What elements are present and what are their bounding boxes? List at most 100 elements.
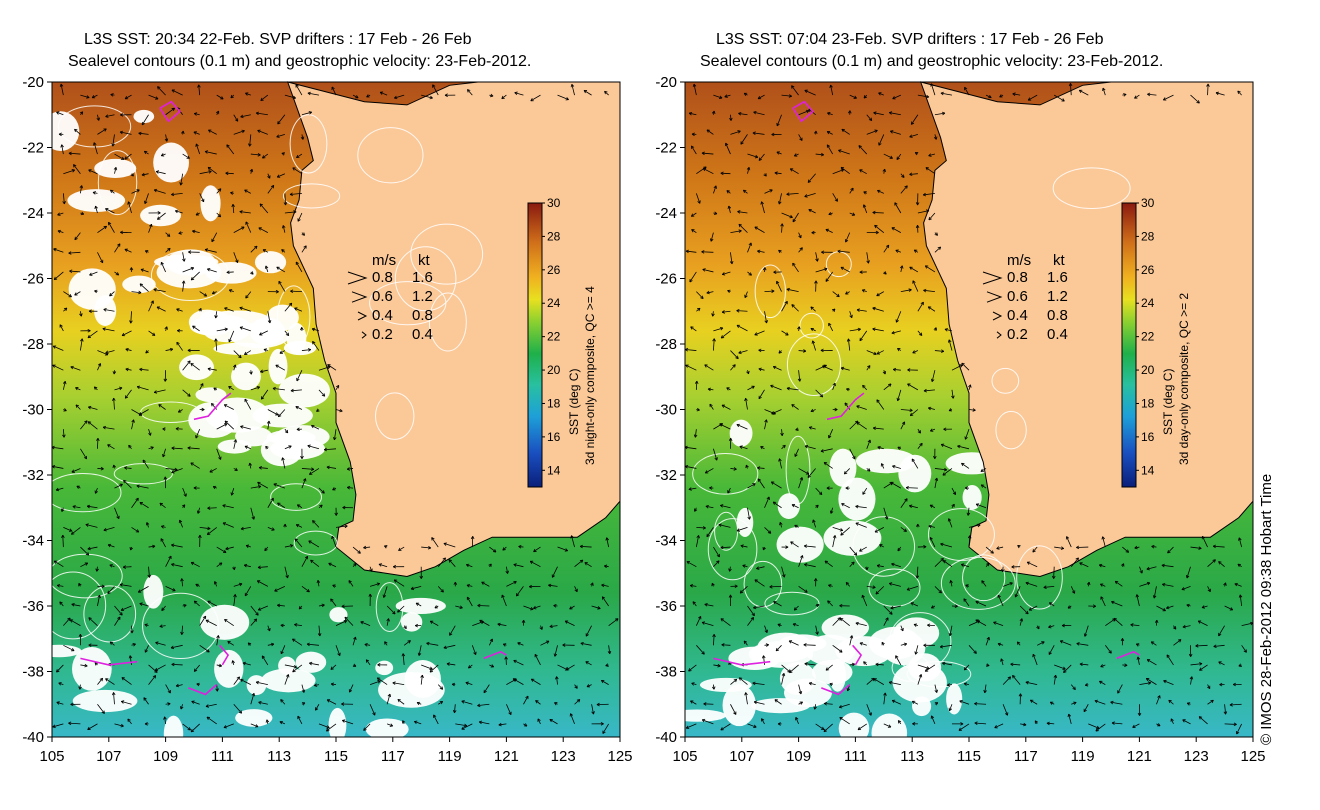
panel2-title-line2: Sealevel contours (0.1 m) and geostrophi…: [700, 53, 1164, 70]
lon-tick-label: 121: [1127, 748, 1152, 765]
lat-tick-label: -36: [655, 598, 677, 615]
panel1-title-line2: Sealevel contours (0.1 m) and geostrophi…: [68, 53, 532, 70]
lat-tick-label: -38: [655, 664, 677, 681]
lon-tick-label: 123: [1184, 748, 1209, 765]
lat-tick-label: -24: [655, 205, 677, 222]
panel2-drifter-tracks: [713, 100, 1140, 696]
panel2-colorbar: 14 16 18 20 22 24 26 28 30 SST (deg C) 3d day-only…: [1121, 196, 1191, 488]
panel2-lon-ticks: 105 107 109 111 113 115 117 119 121 123 125: [672, 737, 1266, 765]
lon-tick-label: 105: [39, 748, 64, 765]
legend-header-ms: m/s: [1007, 252, 1031, 269]
lon-tick-label: 121: [494, 748, 519, 765]
lat-tick-label: -34: [22, 533, 44, 550]
legend-ms-value: 0.6: [372, 288, 393, 305]
colorbar-tick-label: 14: [1141, 463, 1155, 477]
lon-tick-label: 119: [438, 748, 462, 765]
lon-tick-label: 111: [211, 748, 234, 765]
legend-kt-value: 1.2: [1047, 288, 1068, 305]
legend-ms-value: 0.8: [1007, 269, 1028, 286]
legend-kt-value: 1.2: [412, 288, 433, 305]
panel2-lat-ticks: -20 -22 -24 -26 -28 -30 -32 -34 -36 -38 -40: [655, 74, 685, 746]
legend-arrow: [986, 291, 1003, 303]
colorbar-tick-label: 24: [1141, 296, 1155, 310]
lat-tick-label: -28: [22, 336, 44, 353]
legend-arrow: [347, 271, 368, 285]
colorbar-tick-label: 22: [1141, 330, 1155, 344]
colorbar-tick-label: 28: [547, 229, 561, 243]
lat-tick-label: -20: [655, 74, 677, 91]
lon-tick-label: 111: [844, 748, 867, 765]
panel1-lat-ticks: -20 -22 -24 -26 -28 -30 -32 -34 -36 -38 -40: [22, 74, 52, 746]
colorbar-tick-label: 20: [1141, 363, 1155, 377]
legend-kt-value: 1.6: [412, 269, 433, 286]
colorbar-tick-label: 18: [1141, 396, 1155, 410]
panel1-colorbar: 14 16 18 20 22 24 26 28 30 SST (deg C) 3d night-on…: [527, 196, 597, 488]
lon-tick-label: 109: [153, 748, 178, 765]
lat-tick-label: -26: [655, 271, 677, 288]
panel1-sealevel-contours: [39, 105, 484, 660]
lon-tick-label: 115: [324, 748, 348, 765]
colorbar-tick-label: 28: [1141, 229, 1155, 243]
lat-tick-label: -40: [655, 729, 677, 746]
panel1-drifter-tracks: [80, 100, 507, 696]
panel1-velocity-legend: m/s kt 0.8 1.6 0.6 1.2 0.4 0.8 0.2 0.4: [347, 252, 433, 343]
legend-ms-value: 0.4: [1007, 307, 1028, 324]
lon-tick-label: 117: [381, 748, 405, 765]
legend-ms-value: 0.8: [372, 269, 393, 286]
legend-arrow: [996, 331, 1002, 339]
colorbar-tick-label: 22: [547, 330, 561, 344]
legend-ms-value: 0.2: [372, 326, 393, 343]
lat-tick-label: -40: [22, 729, 44, 746]
lat-tick-label: -26: [22, 271, 44, 288]
legend-header-kt: kt: [418, 252, 431, 269]
legend-kt-value: 0.4: [1047, 326, 1068, 343]
colorbar-sublabel: 3d day-only composite, QC >= 2: [1177, 293, 1191, 465]
lat-tick-label: -24: [22, 205, 44, 222]
colorbar-label: SST (deg C): [567, 369, 581, 435]
lat-tick-label: -32: [22, 467, 44, 484]
lat-tick-label: -22: [655, 140, 677, 157]
imos-credit: © IMOS 28-Feb-2012 09:38 Hobart Time: [1258, 473, 1275, 745]
legend-kt-value: 0.4: [412, 326, 433, 343]
panel1-map: 105 107 109 111 113 115 117 119 121 123 125 -20 -22…: [22, 74, 632, 765]
colorbar-tick-label: 30: [1141, 196, 1155, 210]
legend-arrow: [361, 331, 367, 339]
lat-tick-label: -20: [22, 74, 44, 91]
legend-ms-value: 0.4: [372, 307, 393, 324]
colorbar-sublabel: 3d night-only composite, QC >= 4: [583, 286, 597, 465]
legend-kt-value: 0.8: [412, 307, 433, 324]
lon-tick-label: 115: [957, 748, 981, 765]
colorbar-tick-label: 20: [547, 363, 561, 377]
colorbar-scale: [1121, 202, 1137, 488]
panel2-map: 105 107 109 111 113 115 117 119 121 123 125 -20 -22…: [655, 74, 1265, 765]
legend-arrow: [357, 311, 368, 321]
panel2-sealevel-contours: [692, 167, 1131, 688]
colorbar-tick-label: 24: [547, 296, 561, 310]
colorbar-tick-label: 26: [547, 263, 561, 277]
lat-tick-label: -38: [22, 664, 44, 681]
colorbar-tick-label: 26: [1141, 263, 1155, 277]
lon-tick-label: 113: [900, 748, 924, 765]
lon-tick-label: 107: [729, 748, 754, 765]
lon-tick-label: 123: [551, 748, 576, 765]
legend-arrow: [992, 311, 1003, 321]
panel1-title-line1: L3S SST: 20:34 22-Feb. SVP drifters : 17…: [84, 31, 472, 48]
lat-tick-label: -30: [22, 402, 44, 419]
legend-ms-value: 0.2: [1007, 326, 1028, 343]
colorbar-tick-label: 16: [547, 430, 561, 444]
lat-tick-label: -28: [655, 336, 677, 353]
legend-kt-value: 1.6: [1047, 269, 1068, 286]
lat-tick-label: -30: [655, 402, 677, 419]
legend-header-ms: m/s: [372, 252, 396, 269]
panel2-velocity-legend: m/s kt 0.8 1.6 0.6 1.2 0.4 0.8 0.2 0.4: [982, 252, 1068, 343]
colorbar-tick-label: 16: [1141, 430, 1155, 444]
lat-tick-label: -22: [22, 140, 44, 157]
legend-kt-value: 0.8: [1047, 307, 1068, 324]
panel1-lon-ticks: 105 107 109 111 113 115 117 119 121 123 125: [39, 737, 633, 765]
colorbar-tick-label: 14: [547, 463, 561, 477]
panel2-velocity-arrows: [684, 83, 1254, 735]
colorbar-tick-label: 30: [547, 196, 561, 210]
legend-ms-value: 0.6: [1007, 288, 1028, 305]
lon-tick-label: 117: [1014, 748, 1038, 765]
